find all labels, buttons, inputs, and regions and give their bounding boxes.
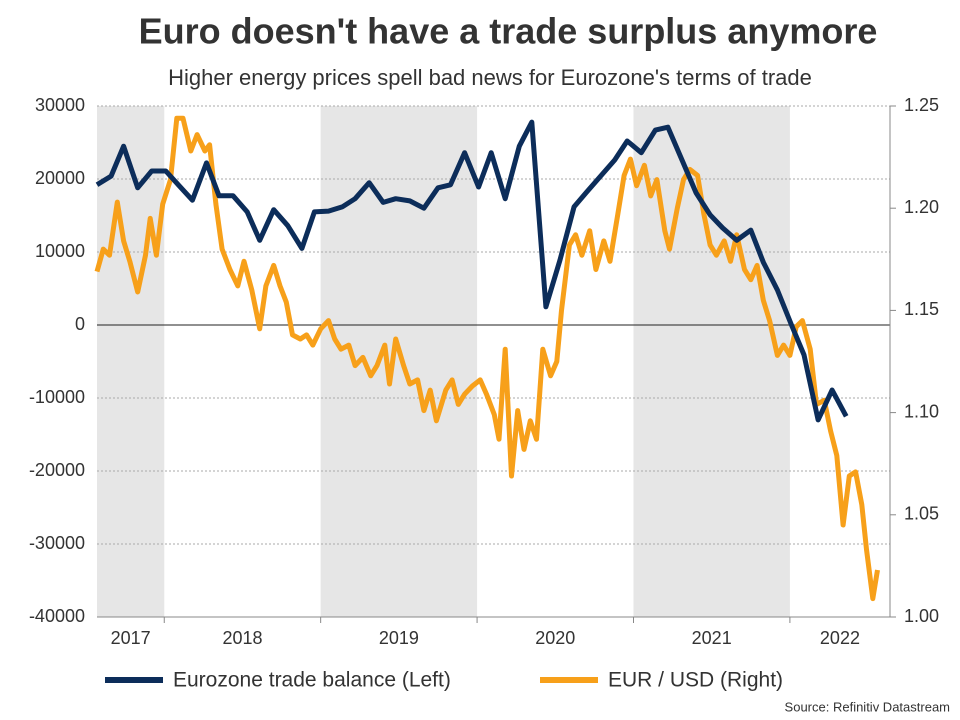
y2-tick-label: 1.15 <box>904 299 939 319</box>
y2-tick-label: 1.00 <box>904 606 939 626</box>
chart-subtitle: Higher energy prices spell bad news for … <box>168 65 812 90</box>
x-tick-label: 2018 <box>222 628 262 648</box>
y-tick-label: 10000 <box>35 241 85 261</box>
y2-tick-label: 1.05 <box>904 504 939 524</box>
y-tick-label: -20000 <box>29 460 85 480</box>
year-shade <box>97 106 165 617</box>
y-tick-label: 20000 <box>35 168 85 188</box>
x-tick-label: 2020 <box>535 628 575 648</box>
y2-tick-label: 1.25 <box>904 95 939 115</box>
y-tick-label: -40000 <box>29 606 85 626</box>
year-shade <box>320 106 478 617</box>
legend-label: EUR / USD (Right) <box>608 669 783 692</box>
chart-title: Euro doesn't have a trade surplus anymor… <box>139 11 878 52</box>
x-tick-label: 2022 <box>820 628 860 648</box>
y-tick-label: 30000 <box>35 95 85 115</box>
legend-label: Eurozone trade balance (Left) <box>173 669 451 692</box>
series-line <box>94 115 880 602</box>
y2-tick-label: 1.10 <box>904 401 939 421</box>
series-line <box>95 119 849 423</box>
y-tick-label: -10000 <box>29 387 85 407</box>
source: Source: Refinitiv Datastream <box>785 699 950 714</box>
x-tick-label: 2021 <box>692 628 732 648</box>
y-tick-label: -30000 <box>29 533 85 553</box>
x-tick-label: 2017 <box>111 628 151 648</box>
x-tick-label: 2019 <box>379 628 419 648</box>
y2-tick-label: 1.20 <box>904 197 939 217</box>
y-tick-label: 0 <box>75 314 85 334</box>
